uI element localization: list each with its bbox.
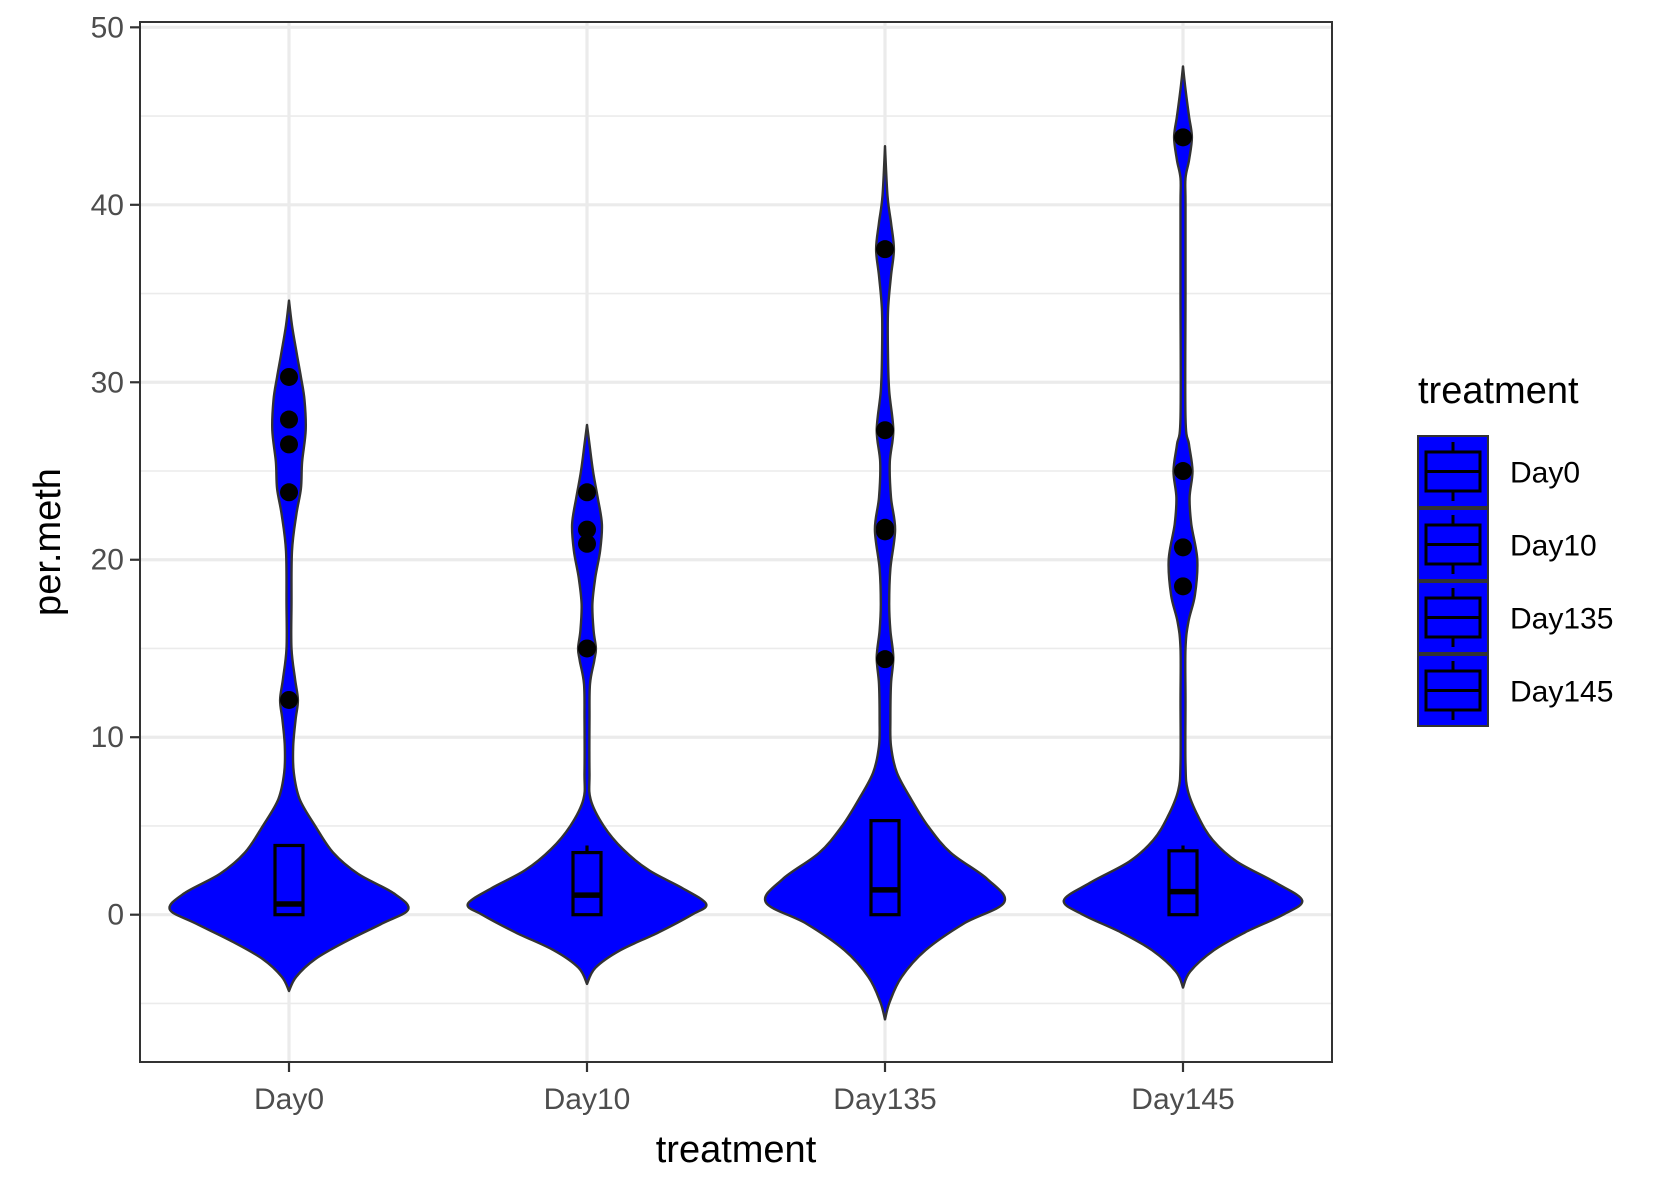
y-tick-label: 20 (91, 544, 124, 577)
y-tick-label: 50 (91, 11, 124, 44)
y-tick-label: 40 (91, 189, 124, 222)
outlier-point-Day135 (876, 522, 894, 541)
outlier-point-Day145 (1174, 128, 1192, 147)
outlier-point-Day135 (876, 650, 894, 669)
panel-border (139, 21, 1333, 1063)
x-tick-label: Day145 (1131, 1083, 1234, 1116)
legend: treatment Day0 Day10 Day135 Day145 (1417, 370, 1613, 727)
boxplots-layer (273, 819, 1199, 917)
x-axis-title: treatment (656, 1129, 817, 1171)
outlier-point-Day145 (1174, 538, 1192, 557)
outlier-point-Day145 (1174, 577, 1192, 596)
violin-Day10 (466, 423, 708, 986)
outlier-point-Day10 (578, 520, 596, 539)
legend-title: treatment (1418, 370, 1579, 412)
y-axis-title: per.meth (27, 468, 69, 616)
violin-Day145 (1062, 65, 1304, 989)
outlier-point-Day0 (280, 690, 298, 709)
outlier-point-Day0 (280, 410, 298, 429)
x-tick-label: Day0 (254, 1083, 324, 1116)
outlier-point-Day135 (876, 421, 894, 440)
box-Day145 (1167, 849, 1199, 917)
y-tick-label: 0 (107, 899, 124, 932)
y-tick-label: 30 (91, 366, 124, 399)
box-Day0 (273, 843, 305, 917)
outlier-point-Day135 (876, 240, 894, 259)
violin-Day0 (168, 299, 410, 993)
outlier-point-Day10 (578, 534, 596, 553)
outlier-point-Day0 (280, 483, 298, 502)
violin-Day135 (763, 145, 1007, 1021)
legend-label-Day135: Day135 (1510, 603, 1613, 636)
x-tick-label: Day10 (544, 1083, 631, 1116)
box-Day135 (869, 819, 901, 917)
outlier-point-Day0 (280, 367, 298, 386)
outlier-point-Day10 (578, 483, 596, 502)
outlier-point-Day0 (280, 435, 298, 454)
x-tick-label: Day135 (833, 1083, 936, 1116)
legend-label-Day0: Day0 (1510, 457, 1580, 490)
legend-label-Day10: Day10 (1510, 530, 1597, 563)
axes-layer: 0 10 20 30 40 50 Day0 Day10 Day135 Day145 (91, 11, 1235, 1116)
outlier-points-layer (280, 128, 1192, 709)
legend-label-Day145: Day145 (1510, 676, 1613, 709)
outlier-point-Day10 (578, 639, 596, 658)
outlier-point-Day145 (1174, 462, 1192, 481)
y-tick-label: 10 (91, 721, 124, 754)
violins-layer (168, 65, 1304, 1021)
box-Day10 (571, 850, 603, 917)
